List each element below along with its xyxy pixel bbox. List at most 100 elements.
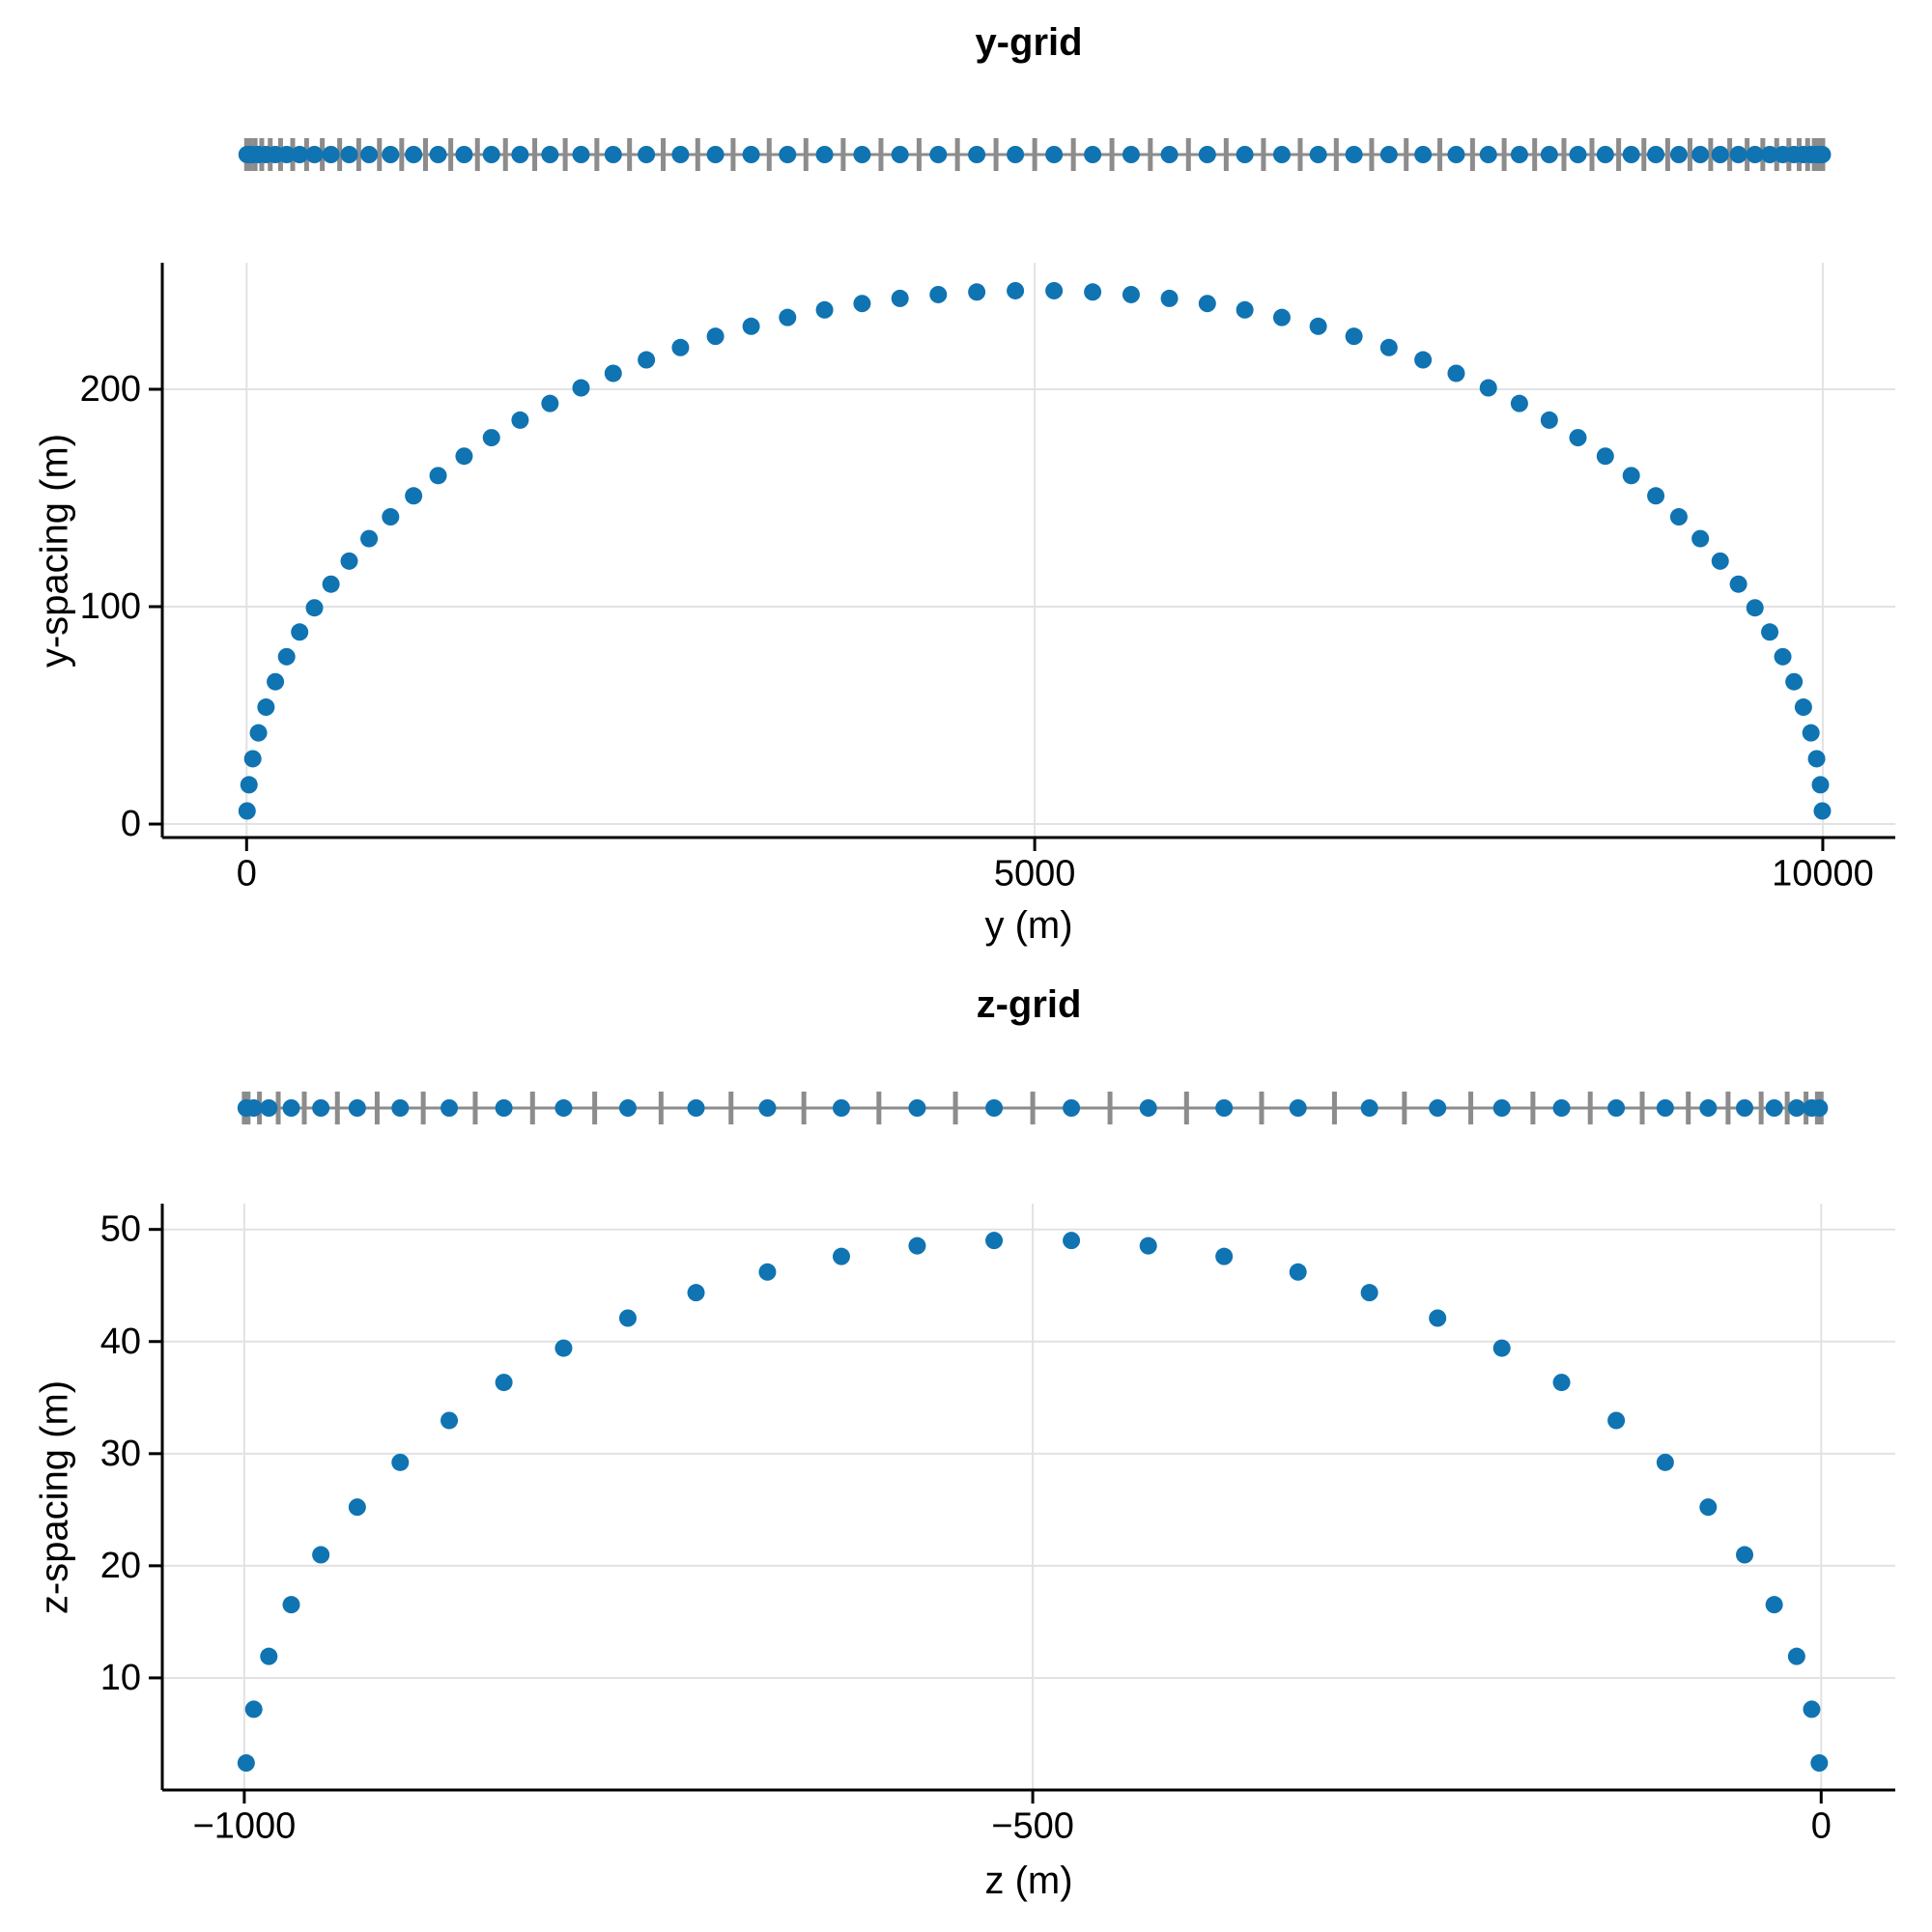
- rug-node-tick: [661, 138, 667, 171]
- rug-node-tick: [502, 138, 508, 171]
- scatter-point: [1699, 1498, 1718, 1517]
- rug-midpoint-dot: [541, 146, 559, 163]
- rug-midpoint-dot: [1198, 146, 1216, 163]
- scatter-point: [1785, 672, 1804, 691]
- scatter-point: [554, 1339, 573, 1357]
- rug-node-tick: [1616, 138, 1622, 171]
- rug-midpoint-dot: [1813, 146, 1832, 163]
- scatter-point: [1810, 1754, 1829, 1773]
- scatter-point: [1596, 447, 1614, 466]
- scatter-point: [1761, 623, 1779, 641]
- scatter-point: [908, 1236, 926, 1255]
- x-tick-label: −500: [991, 1805, 1074, 1846]
- scatter-point: [929, 285, 948, 303]
- scatter-point: [1379, 338, 1398, 356]
- scatter-point: [237, 1754, 255, 1773]
- rug-node-tick: [1686, 1092, 1691, 1124]
- rug-node-tick: [1587, 1092, 1593, 1124]
- scatter-point: [455, 447, 473, 466]
- rug-node-tick: [1437, 138, 1443, 171]
- scatter-point: [1007, 281, 1025, 299]
- rug-midpoint-dot: [985, 1099, 1004, 1117]
- rug-node-tick: [420, 1092, 426, 1124]
- rug-midpoint-dot: [832, 1099, 850, 1117]
- rug-node-tick: [1532, 138, 1538, 171]
- rug-node-tick: [627, 138, 633, 171]
- rug-node-tick: [532, 138, 538, 171]
- scatter-point: [277, 647, 296, 666]
- rug-midpoint-dot: [322, 146, 340, 163]
- rug-node-tick: [1404, 138, 1409, 171]
- scatter-point: [1236, 300, 1254, 319]
- rug-node-tick: [803, 138, 809, 171]
- rug-node-tick: [529, 1092, 535, 1124]
- rug-node-tick: [472, 1092, 478, 1124]
- scatter-point: [1607, 1411, 1626, 1430]
- rug-node-tick: [1530, 1092, 1536, 1124]
- rug-midpoint-dot: [1345, 146, 1363, 163]
- rug-midpoint-dot: [1007, 146, 1025, 163]
- y-tick-label: 30: [100, 1434, 141, 1474]
- scatter-point: [1289, 1263, 1307, 1281]
- scatter-point: [1063, 1232, 1081, 1250]
- scatter-point: [1045, 281, 1064, 299]
- rug-midpoint-dot: [1447, 146, 1465, 163]
- scatter-point: [240, 776, 258, 794]
- y-tick-label: 20: [100, 1546, 141, 1586]
- scatter-point: [348, 1498, 366, 1517]
- scatter-point: [1669, 508, 1688, 526]
- rug-node-tick: [801, 1092, 807, 1124]
- scatter-point: [1429, 1309, 1447, 1327]
- y-tick-label: 50: [100, 1209, 141, 1250]
- rug-midpoint-dot: [495, 1099, 513, 1117]
- rug-node-tick: [1107, 1092, 1113, 1124]
- rug-midpoint-dot: [1787, 1099, 1805, 1117]
- rug-midpoint-dot: [1429, 1099, 1447, 1117]
- rug-midpoint-dot: [742, 146, 760, 163]
- scatter-point: [429, 467, 447, 485]
- scatter-point: [1540, 411, 1558, 429]
- rug-node-tick: [1708, 138, 1714, 171]
- rug-node-tick: [1641, 138, 1647, 171]
- scatter-point: [322, 575, 340, 593]
- rug-node-tick: [1070, 138, 1076, 171]
- chart2-x-axis-label: z (m): [984, 1860, 1073, 1902]
- rug-node-tick: [1402, 1092, 1407, 1124]
- rug-node-tick: [1148, 138, 1153, 171]
- rug-node-tick: [952, 1092, 958, 1124]
- scatter-point: [618, 1309, 637, 1327]
- scatter-point: [1813, 802, 1832, 820]
- y-tick-label: 10: [100, 1658, 141, 1698]
- rug-node-tick: [1297, 138, 1303, 171]
- rug-midpoint-dot: [1622, 146, 1640, 163]
- rug-midpoint-dot: [1736, 1099, 1754, 1117]
- scatter-point: [1647, 487, 1665, 505]
- rug-node-tick: [916, 138, 922, 171]
- rug-midpoint-dot: [1160, 146, 1179, 163]
- rug-midpoint-dot: [554, 1099, 573, 1117]
- rug-midpoint-dot: [360, 146, 379, 163]
- y-tick-label: 200: [80, 369, 141, 410]
- x-tick-label: 10000: [1772, 853, 1874, 894]
- rug-midpoint-dot: [891, 146, 909, 163]
- rug-node-tick: [1109, 138, 1115, 171]
- gridlines: [162, 1204, 1895, 1790]
- scatter-series: [238, 281, 1832, 820]
- scatter-point: [305, 599, 324, 617]
- x-tick-label: −1000: [193, 1805, 297, 1846]
- scatter-point: [282, 1596, 300, 1614]
- rug-midpoint-dot: [1699, 1099, 1718, 1117]
- scatter-point: [1272, 308, 1291, 327]
- scatter-point: [1711, 552, 1729, 570]
- rug-midpoint-dot: [1810, 1099, 1829, 1117]
- scatter-point: [541, 394, 559, 412]
- rug-midpoint-dot: [455, 146, 473, 163]
- rug-midpoint-dot: [1656, 1099, 1674, 1117]
- scatter-point: [1774, 647, 1792, 666]
- scatter-point: [257, 698, 275, 717]
- rug-midpoint-dot: [277, 146, 296, 163]
- rug-midpoint-dot: [312, 1099, 330, 1117]
- rug-node-tick: [1727, 138, 1733, 171]
- rug-node-tick: [1185, 138, 1191, 171]
